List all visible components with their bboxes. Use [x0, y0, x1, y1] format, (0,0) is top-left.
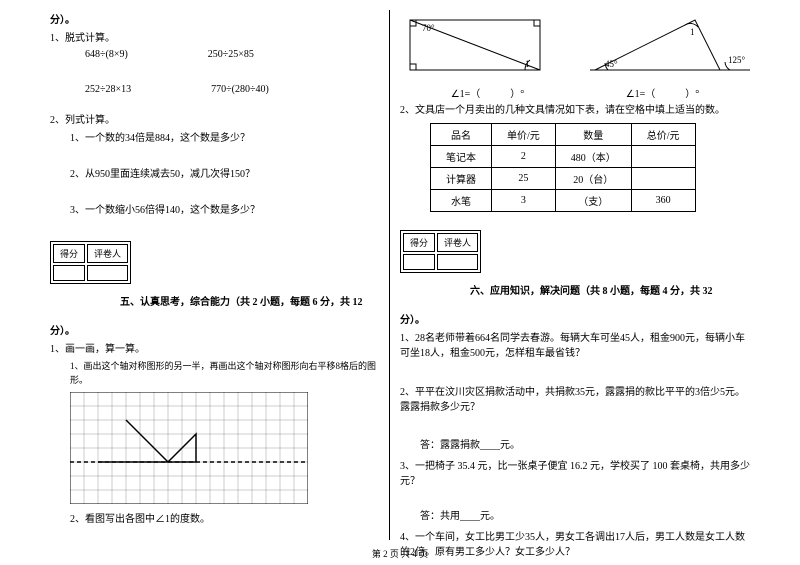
cell: 3	[492, 190, 556, 212]
cell: 20（台）	[555, 168, 631, 190]
score-blank-r2	[437, 254, 478, 270]
problem-3: 3、一把椅子 35.4 元，比一张桌子便宜 16.2 元，学校买了 100 套桌…	[400, 459, 750, 489]
angle-ans-left: ∠1=（ ）°	[451, 85, 525, 100]
table-row: 计算器 25 20（台）	[431, 168, 696, 190]
problem-2-answer: 答：露露捐款____元。	[420, 436, 750, 451]
score-ping-r: 评卷人	[437, 233, 478, 252]
cell: 360	[631, 190, 695, 212]
rect-angle-70: 70°	[422, 23, 435, 33]
cell: 25	[492, 168, 556, 190]
r-q2-label: 2、文具店一个月卖出的几种文具情况如下表，请在空格中填上适当的数。	[400, 103, 750, 118]
page-container: 分）。 1、脱式计算。 648÷(8×9) 250÷25×85 252÷28×1…	[0, 0, 800, 540]
q2-3: 3、一个数缩小56倍得140，这个数是多少？	[50, 203, 379, 218]
th-qty: 数量	[555, 124, 631, 146]
section6-title: 六、应用知识，解决问题（共 8 小题，每题 4 分，共 32	[400, 284, 750, 299]
draw-2: 2、看图写出各图中∠1的度数。	[50, 512, 379, 527]
tri-angle-1: 1	[690, 27, 695, 37]
cell: 计算器	[431, 168, 492, 190]
th-price: 单价/元	[492, 124, 556, 146]
draw-1: 1、画出这个轴对称图形的另一半，再画出这个轴对称图形向右平移8格后的图形。	[50, 360, 379, 387]
angle-answers: ∠1=（ ）° ∠1=（ ）°	[400, 85, 750, 100]
q2-label: 2、列式计算。	[50, 113, 379, 128]
score-blank-r1	[403, 254, 435, 270]
score-box-right: 得分评卷人	[400, 230, 481, 273]
tri-angle-125: 125°	[728, 55, 746, 65]
q2-1: 1、一个数的34倍是884，这个数是多少？	[50, 131, 379, 146]
problem-2: 2、平平在汶川灾区捐款活动中，共捐款35元，露露捐的款比平平的3倍少5元。露露捐…	[400, 385, 750, 415]
cell: 水笔	[431, 190, 492, 212]
tri-angle-45: 45°	[605, 59, 618, 69]
draw-label: 1、画一画，算一算。	[50, 342, 379, 357]
angle-diagrams: 70° 1 1 45° 125°	[400, 15, 750, 80]
cell: （支）	[555, 190, 631, 212]
expr-row-1: 648÷(8×9) 250÷25×85	[50, 49, 379, 60]
cell: 笔记本	[431, 146, 492, 168]
table-row: 笔记本 2 480（本）	[431, 146, 696, 168]
table-row: 水笔 3 （支） 360	[431, 190, 696, 212]
score-defen-r: 得分	[403, 233, 435, 252]
cell: 480（本）	[555, 146, 631, 168]
triangle-diagram: 1 45° 125°	[590, 15, 750, 80]
problem-3-answer: 答：共用____元。	[420, 507, 750, 522]
right-column: 70° 1 1 45° 125° ∠1=（ ）° ∠1=（ ）° 2、文具店一个…	[390, 10, 760, 540]
expr-2b: 770÷(280÷40)	[211, 84, 269, 95]
rectangle-diagram: 70° 1	[400, 15, 550, 80]
cell	[631, 146, 695, 168]
score-defen: 得分	[53, 244, 85, 263]
grid-drawing-area	[70, 392, 379, 507]
expr-row-2: 252÷28×13 770÷(280÷40)	[50, 84, 379, 95]
section6-end: 分）。	[400, 313, 750, 328]
expr-1a: 648÷(8×9)	[85, 49, 128, 60]
cell: 2	[492, 146, 556, 168]
score-ping: 评卷人	[87, 244, 128, 263]
table-header-row: 品名 单价/元 数量 总价/元	[431, 124, 696, 146]
section5-end: 分）。	[50, 324, 379, 339]
page-footer: 第 2 页 共 4 页	[0, 547, 800, 560]
score-blank-2	[87, 265, 128, 281]
angle-ans-right: ∠1=（ ）°	[626, 85, 700, 100]
q1-label: 1、脱式计算。	[50, 31, 379, 46]
th-total: 总价/元	[631, 124, 695, 146]
th-name: 品名	[431, 124, 492, 146]
left-header: 分）。	[50, 13, 379, 28]
expr-2a: 252÷28×13	[85, 84, 131, 95]
problem-1: 1、28名老师带着664名同学去春游。每辆大车可坐45人，租金900元，每辆小车…	[400, 331, 750, 361]
q2-2: 2、从950里面连续减去50，减几次得150？	[50, 167, 379, 182]
stationery-table: 品名 单价/元 数量 总价/元 笔记本 2 480（本） 计算器 25 20（台…	[430, 123, 696, 212]
score-box-left: 得分评卷人	[50, 241, 131, 284]
cell	[631, 168, 695, 190]
left-column: 分）。 1、脱式计算。 648÷(8×9) 250÷25×85 252÷28×1…	[40, 10, 390, 540]
score-blank-1	[53, 265, 85, 281]
section5-title: 五、认真思考，综合能力（共 2 小题，每题 6 分，共 12	[50, 295, 379, 310]
grid-svg	[70, 392, 308, 504]
expr-1b: 250÷25×85	[208, 49, 254, 60]
